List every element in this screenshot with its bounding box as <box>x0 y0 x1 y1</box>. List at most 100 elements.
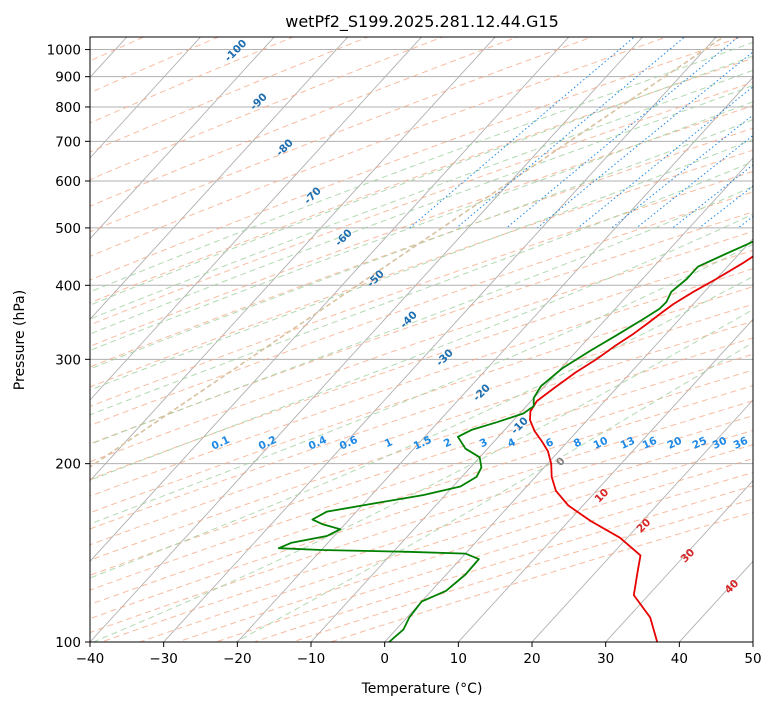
isotherm-line <box>90 37 644 642</box>
mixing-ratio-label: 16 <box>641 435 659 452</box>
dry-adiabat-line <box>90 149 753 388</box>
moist-adiabat-line <box>90 55 753 306</box>
moist-adiabat-line <box>90 119 753 370</box>
isotherm-line <box>90 37 570 563</box>
dry-adiabat-line <box>90 81 753 326</box>
dry-adiabat-label: -60 <box>333 227 355 249</box>
mixing-ratio-label: 20 <box>666 435 684 452</box>
isotherm-line <box>90 37 423 401</box>
moist-adiabat-line <box>90 69 753 320</box>
moist-adiabat-label: 20 <box>634 516 653 535</box>
x-tick-label: 20 <box>523 651 540 667</box>
x-tick-label: −20 <box>223 651 252 667</box>
mixing-ratio-line <box>537 51 753 229</box>
isotherm-line <box>457 318 753 642</box>
dry-adiabat-line <box>90 385 753 605</box>
dry-adiabat-line <box>90 37 743 281</box>
dry-adiabat-line <box>90 37 220 94</box>
isotherm-line <box>531 399 753 642</box>
mixing-ratio-line <box>506 37 740 229</box>
dry-adiabat-label: -40 <box>398 309 420 331</box>
dry-adiabat-label: -20 <box>471 382 493 404</box>
y-tick-label: 800 <box>55 100 81 116</box>
y-tick-label: 200 <box>55 457 81 473</box>
isotherm-line <box>90 37 275 240</box>
mixing-ratio-line <box>577 86 753 229</box>
moist-adiabat-label: 0 <box>554 455 568 469</box>
dry-adiabat-line <box>90 320 753 546</box>
y-axis-label: Pressure (hPa) <box>12 290 28 390</box>
x-tick-label: 40 <box>671 651 688 667</box>
dry-adiabat-line <box>90 249 753 480</box>
mixing-ratio-label: 8 <box>572 436 584 450</box>
dry-adiabat-line <box>90 230 753 463</box>
moist-adiabat-label: 30 <box>678 546 697 565</box>
dry-adiabat-line <box>138 444 753 642</box>
dry-adiabat-line <box>90 37 295 124</box>
moist-adiabat-label: 10 <box>592 486 611 505</box>
mixing-ratio-line <box>611 114 753 229</box>
y-tick-label: 500 <box>55 221 81 237</box>
dry-adiabat-label: -30 <box>434 347 456 369</box>
dry-adiabat-line <box>90 37 594 233</box>
mixing-ratio-label: 30 <box>711 435 729 452</box>
mixing-ratio-label: 36 <box>732 435 750 452</box>
y-tick-label: 900 <box>55 70 81 86</box>
isotherm-line <box>678 560 753 642</box>
y-tick-label: 1000 <box>47 43 81 59</box>
isotherm-line <box>0 25 64 669</box>
y-tick-label: 600 <box>55 174 81 190</box>
dry-adiabat-line <box>90 286 753 514</box>
mixing-ratio-label: 0.4 <box>307 434 329 453</box>
isotherm-line <box>90 37 202 159</box>
y-tick-label: 300 <box>55 352 81 368</box>
temperature-profile-line <box>529 255 753 642</box>
moist-adiabat-line <box>90 213 753 481</box>
mixing-ratio-line <box>767 25 775 228</box>
moist-adiabat-line <box>93 309 753 642</box>
x-tick-label: −40 <box>76 651 105 667</box>
moist-adiabat-line <box>90 41 753 293</box>
mixing-ratio-label: 13 <box>619 435 637 452</box>
dry-adiabat-line <box>90 57 753 304</box>
x-tick-label: 30 <box>597 651 614 667</box>
dry-adiabat-line <box>90 268 753 497</box>
dry-adiabat-label: -70 <box>302 185 324 207</box>
x-tick-label: 50 <box>744 651 761 667</box>
mixing-ratio-label: 10 <box>592 435 610 452</box>
dry-adiabat-line <box>90 337 753 561</box>
mixing-ratio-label: 0.1 <box>210 434 232 453</box>
isotherm-line <box>90 37 349 321</box>
dry-adiabat-label: -50 <box>365 268 387 290</box>
isotherm-line <box>236 76 753 642</box>
mixing-ratio-label: 1 <box>383 436 395 450</box>
dry-adiabat-line <box>90 37 669 257</box>
dry-adiabat-line <box>90 353 753 576</box>
y-axis: 100 200 300 400 500 600 700 800 900 1000 <box>47 43 90 651</box>
dry-adiabat-line <box>290 498 753 642</box>
moist-adiabat-line <box>90 243 753 525</box>
isotherm-line <box>384 237 753 642</box>
dry-adiabat-line <box>90 400 753 620</box>
background-lines <box>0 25 775 669</box>
mixing-ratio-label: 25 <box>691 435 709 452</box>
ice-reference-line <box>90 37 725 468</box>
mixing-ratio-line <box>737 215 753 229</box>
mixing-ratio-label: 6 <box>544 436 556 450</box>
dry-adiabat-line <box>90 170 753 407</box>
isotherm-line <box>90 37 496 482</box>
dry-adiabat-line <box>90 37 370 153</box>
x-tick-label: 0 <box>380 651 389 667</box>
mixing-ratio-label: 3 <box>478 436 490 450</box>
mixing-ratio-label: 1.5 <box>412 434 434 453</box>
mixing-ratio-line <box>636 134 753 229</box>
dry-adiabat-line <box>90 127 753 368</box>
mixing-ratio-label: 4 <box>506 436 518 450</box>
mixing-ratio-label: 2 <box>442 436 454 450</box>
x-axis: −40 −30 −20 −10 0 10 20 30 40 50 <box>76 642 762 667</box>
y-tick-label: 700 <box>55 134 81 150</box>
profile-lines <box>277 240 753 642</box>
dry-adiabat-line <box>90 369 753 591</box>
isotherm-line <box>605 479 753 642</box>
